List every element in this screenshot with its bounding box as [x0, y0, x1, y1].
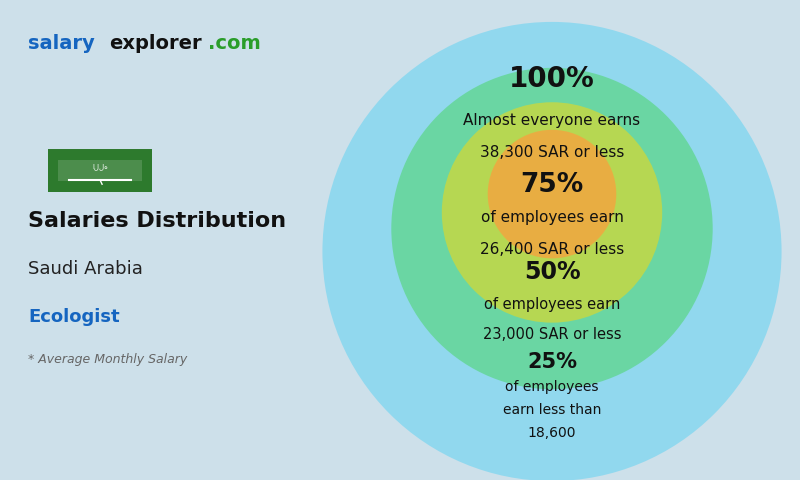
Text: 23,000 SAR or less: 23,000 SAR or less [482, 326, 622, 342]
Text: 25%: 25% [527, 352, 577, 372]
Text: explorer: explorer [109, 34, 202, 53]
Text: 18,600: 18,600 [528, 426, 576, 440]
Text: of employees earn: of employees earn [481, 210, 623, 225]
Text: Ecologist: Ecologist [28, 308, 120, 326]
Text: 26,400 SAR or less: 26,400 SAR or less [480, 242, 624, 257]
Text: Almost everyone earns: Almost everyone earns [463, 113, 641, 128]
Text: Saudi Arabia: Saudi Arabia [28, 260, 143, 278]
Text: 38,300 SAR or less: 38,300 SAR or less [480, 145, 624, 160]
Text: earn less than: earn less than [503, 403, 601, 417]
Text: 100%: 100% [509, 65, 595, 93]
Text: of employees: of employees [506, 380, 598, 394]
Circle shape [322, 22, 782, 480]
Text: * Average Monthly Salary: * Average Monthly Salary [28, 353, 187, 367]
Text: of employees earn: of employees earn [484, 297, 620, 312]
Text: salary: salary [28, 34, 95, 53]
Circle shape [391, 68, 713, 389]
Text: 50%: 50% [524, 260, 580, 284]
FancyBboxPatch shape [58, 159, 142, 181]
Text: Salaries Distribution: Salaries Distribution [28, 211, 286, 231]
Circle shape [488, 130, 616, 258]
Circle shape [442, 102, 662, 323]
FancyBboxPatch shape [46, 148, 154, 193]
Text: 75%: 75% [520, 172, 584, 198]
Text: الله: الله [92, 164, 108, 170]
Text: .com: .com [208, 34, 261, 53]
